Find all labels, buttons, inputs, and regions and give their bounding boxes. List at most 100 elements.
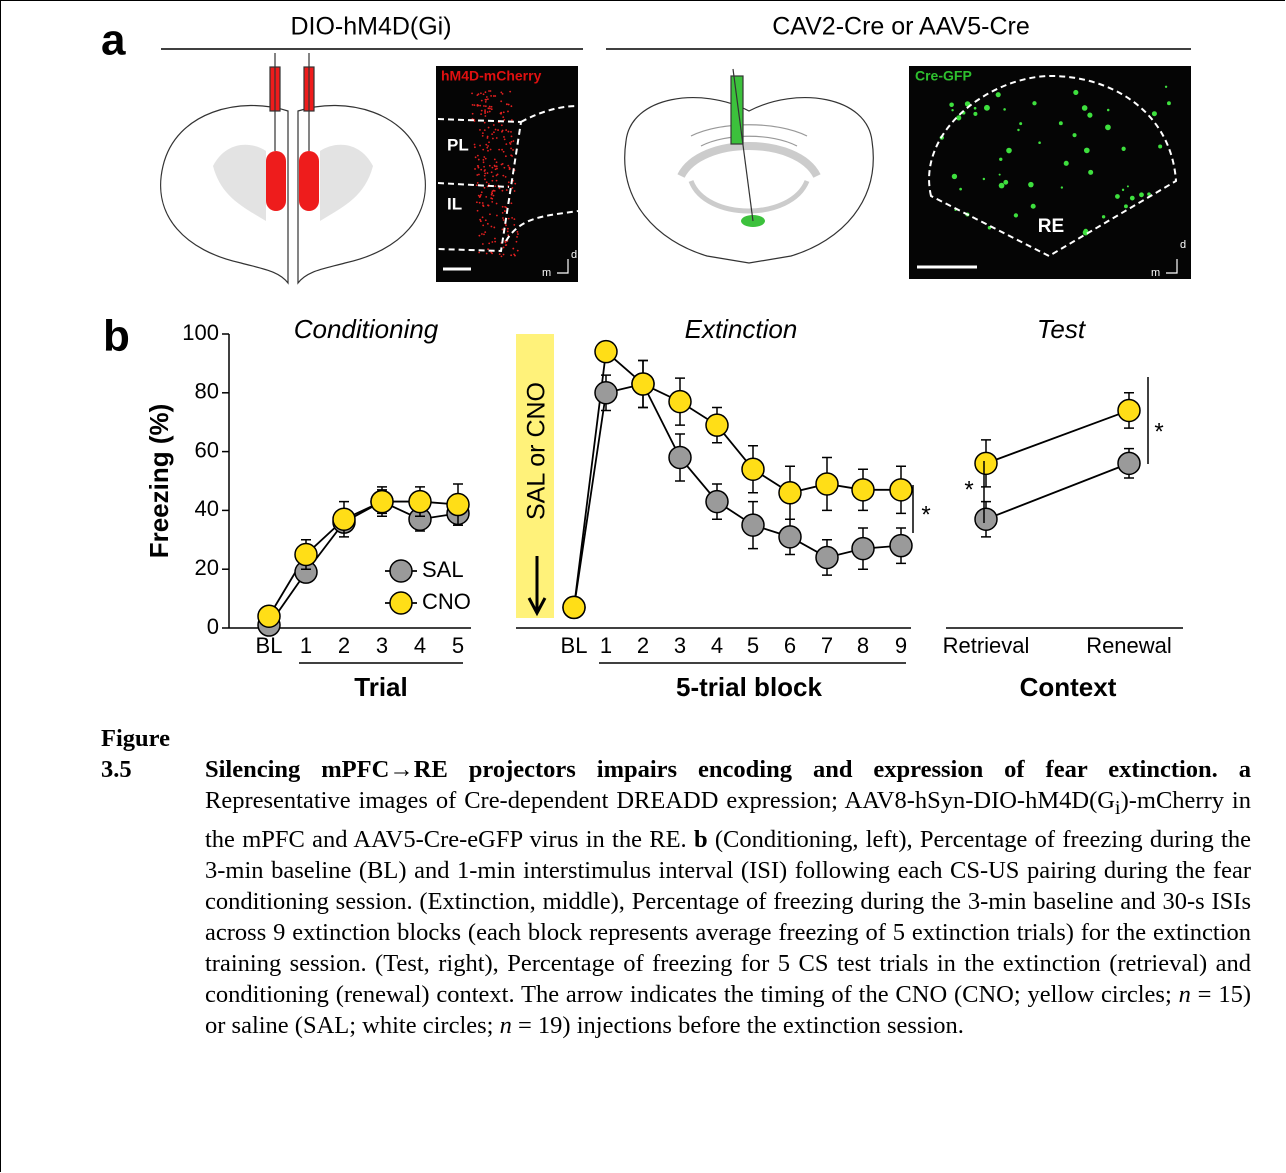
significance-mark: * [964, 476, 973, 503]
x-tick-label: 2 [637, 633, 649, 658]
signal-dot [478, 93, 480, 95]
signal-dot [510, 154, 512, 156]
signal-dot [493, 124, 495, 126]
x-tick-label: 4 [414, 633, 426, 658]
signal-dot [491, 201, 493, 203]
signal-dot [517, 233, 519, 235]
data-point [563, 596, 585, 618]
signal-dot [1152, 111, 1157, 116]
signal-dot [483, 205, 485, 207]
panel-label: a [101, 16, 126, 65]
signal-dot [484, 112, 486, 114]
signal-dot [487, 223, 489, 225]
signal-dot [505, 129, 507, 131]
signal-dot [485, 196, 487, 198]
signal-dot [1087, 113, 1092, 118]
caption-run: a [1239, 756, 1251, 783]
signal-dot [482, 159, 484, 161]
signal-dot [491, 108, 493, 110]
signal-dot [1064, 161, 1069, 166]
signal-dot [510, 105, 512, 107]
signal-dot [486, 253, 488, 255]
x-axis-label: Trial [354, 672, 407, 702]
signal-dot [496, 165, 498, 167]
signal-dot [491, 194, 493, 196]
data-point [975, 452, 997, 474]
legend-swatch [390, 560, 412, 582]
signal-dot [487, 107, 489, 109]
signal-dot [491, 106, 493, 108]
signal-dot [493, 227, 495, 229]
x-tick-label: 2 [338, 633, 350, 658]
data-point [852, 479, 874, 501]
signal-dot [491, 133, 493, 135]
data-point [669, 391, 691, 413]
signal-dot [974, 107, 977, 110]
region-label: IL [447, 194, 462, 213]
signal-dot [496, 203, 498, 205]
signal-dot [510, 131, 512, 133]
signal-dot [492, 138, 494, 140]
signal-dot [956, 115, 961, 120]
signal-dot [514, 255, 516, 257]
signal-dot [480, 113, 482, 115]
signal-dot [484, 122, 486, 124]
signal-dot [482, 202, 484, 204]
signal-dot [493, 95, 495, 97]
signal-dot [501, 131, 503, 133]
signal-dot [478, 195, 480, 197]
signal-dot [510, 254, 512, 256]
signal-dot [477, 104, 479, 106]
signal-dot [485, 144, 487, 146]
signal-dot [485, 219, 487, 221]
data-point [1118, 399, 1140, 421]
signal-dot [489, 165, 491, 167]
data-point [816, 546, 838, 568]
signal-dot [959, 188, 962, 191]
signal-dot [485, 91, 487, 93]
chart-title: Conditioning [294, 314, 439, 344]
signal-dot [1014, 213, 1018, 217]
signal-dot [1165, 86, 1167, 88]
signal-dot [490, 95, 492, 97]
signal-dot [999, 158, 1002, 161]
signal-dot [502, 163, 504, 165]
signal-dot [508, 181, 510, 183]
signal-dot [479, 202, 481, 204]
signal-dot [951, 109, 953, 111]
signal-dot [501, 149, 503, 151]
signal-dot [507, 131, 509, 133]
data-point [409, 491, 431, 513]
compass-label: d [571, 249, 577, 261]
legend-label: SAL [422, 557, 464, 582]
chart-title: Test [1037, 314, 1087, 344]
signal-dot [489, 111, 491, 113]
signal-dot [1017, 129, 1019, 131]
signal-dot [494, 238, 496, 240]
signal-dot [1139, 192, 1144, 197]
signal-dot [484, 187, 486, 189]
signal-dot [952, 174, 957, 179]
signal-dot [500, 100, 502, 102]
signal-dot [507, 165, 509, 167]
signal-dot [496, 161, 498, 163]
x-axis-label: Context [1020, 672, 1117, 702]
x-tick-label: 1 [300, 633, 312, 658]
signal-dot [494, 185, 496, 187]
signal-dot [502, 206, 504, 208]
signal-dot [499, 253, 501, 255]
signal-dot [482, 149, 484, 151]
signal-dot [488, 141, 490, 143]
signal-dot [480, 92, 482, 94]
signal-dot [482, 243, 484, 245]
signal-dot [498, 149, 500, 151]
brain-schematic [625, 69, 874, 263]
signal-dot [474, 104, 476, 106]
series-line [986, 410, 1129, 463]
y-tick-label: 60 [195, 437, 219, 462]
signal-dot [479, 105, 481, 107]
signal-dot [506, 189, 508, 191]
signal-dot [476, 174, 478, 176]
signal-dot [486, 181, 488, 183]
